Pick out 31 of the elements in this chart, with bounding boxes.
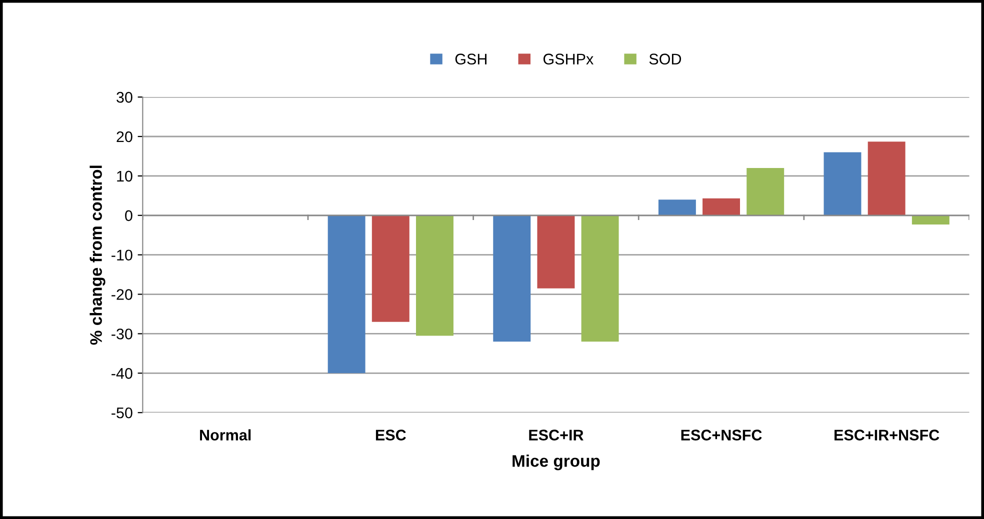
y-tick-label: -20 (112, 289, 132, 300)
bar (372, 215, 410, 322)
y-axis-title: % change from control (90, 166, 106, 345)
bar (824, 152, 862, 216)
y-tick-label: -40 (112, 368, 132, 379)
bar (537, 215, 575, 288)
bar (912, 215, 950, 224)
bar (328, 215, 366, 374)
y-tick-label: 0 (125, 210, 132, 222)
x-tick-label: ESC+IR (529, 430, 584, 440)
bar (658, 200, 696, 216)
y-tick-label: 20 (116, 131, 132, 142)
x-tick-label: ESC+IR+NSFC (834, 430, 940, 440)
bar (416, 215, 454, 336)
x-axis-title: Mice group (512, 454, 600, 470)
y-tick-label: 30 (116, 92, 132, 103)
legend-label: GSHPx (543, 54, 594, 65)
bar (493, 215, 531, 342)
bar (746, 168, 784, 216)
legend-label: GSH (455, 54, 486, 65)
y-tick-label: -10 (112, 250, 132, 261)
y-tick-label: -50 (112, 407, 132, 418)
y-tick-label: -30 (112, 328, 132, 340)
x-tick-label: ESC+NSFC (681, 430, 762, 440)
bar (702, 198, 740, 216)
legend-label: SOD (649, 54, 682, 65)
bar (868, 142, 906, 216)
y-tick-label: 10 (117, 170, 132, 182)
x-tick-label: Normal (200, 429, 251, 440)
x-tick-label: ESC (376, 430, 406, 440)
bar (581, 215, 619, 342)
